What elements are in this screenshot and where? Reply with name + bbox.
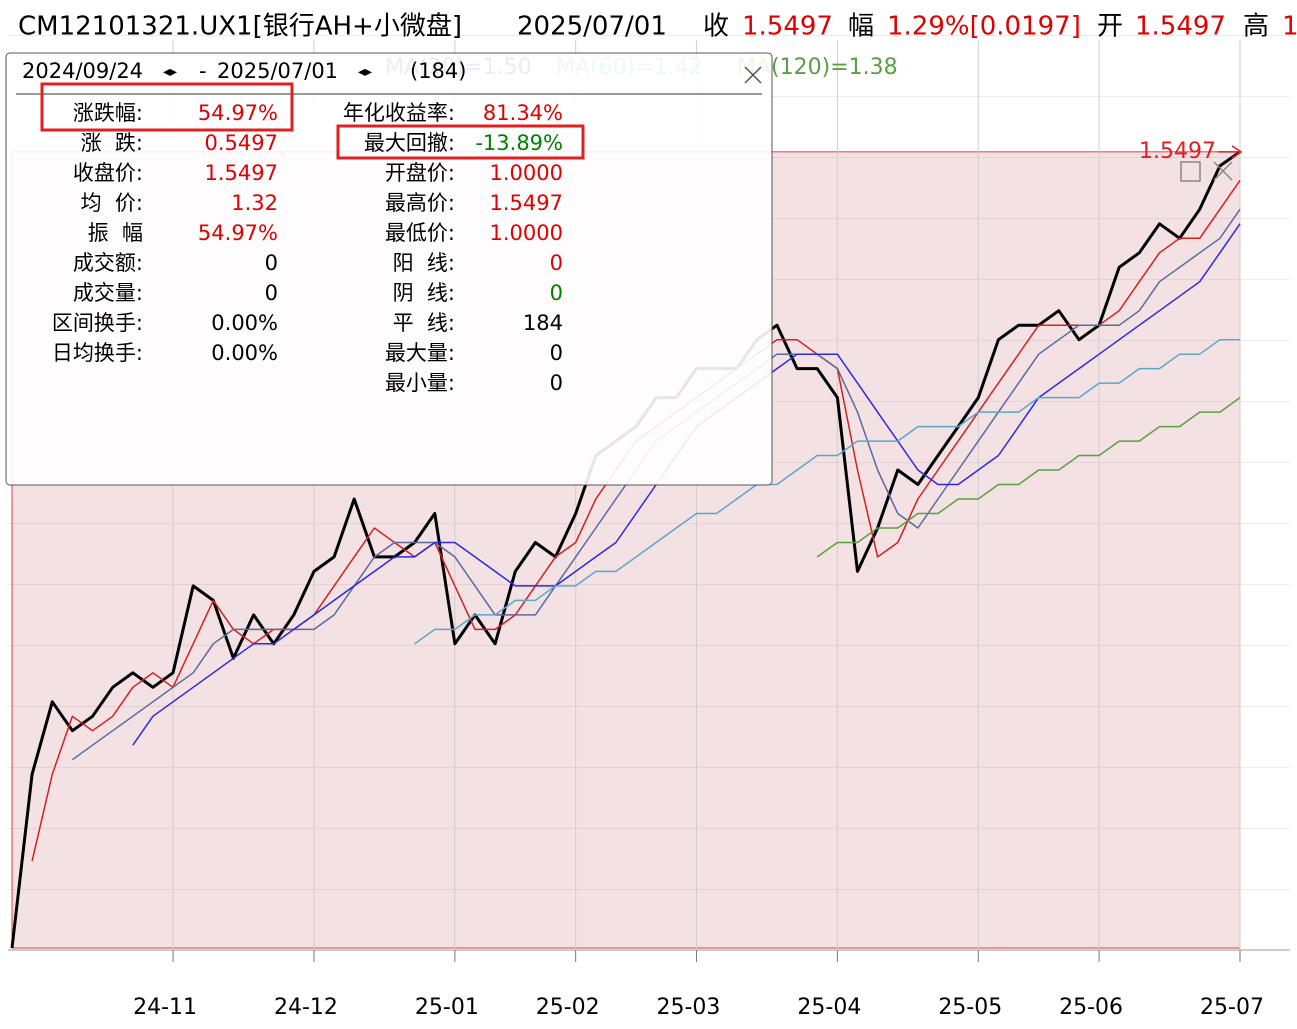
x-tick-label: 25-02	[536, 995, 600, 1020]
stat-value: 0	[550, 371, 563, 395]
stat-value: 0.00%	[211, 341, 278, 365]
stat-value: 1.0000	[490, 161, 563, 185]
stat-rows: 涨跌幅: 54.97% 涨 跌: 0.5497 收盘价: 1.5497 均 价: 1.32 振 …	[52, 101, 563, 395]
end-date: 2025/07/01	[217, 59, 338, 83]
field-value: 1.5497	[742, 12, 833, 42]
stat-label: 涨 跌:	[81, 131, 143, 155]
stat-label: 年化收益率:	[343, 101, 455, 125]
field-value: 1.5497	[1135, 12, 1226, 42]
stat-label: 最高价:	[385, 191, 455, 215]
date-stepper[interactable]: ◂▸	[163, 64, 177, 80]
date-stepper[interactable]: ◂▸	[358, 64, 372, 80]
range-high-label: 1.5497	[1139, 139, 1216, 164]
stat-value: 0	[550, 281, 563, 305]
instrument-code: CM12101321.UX1[银行AH+小微盘]	[18, 12, 462, 42]
stat-label: 开盘价:	[385, 161, 455, 185]
highlight-box	[336, 124, 585, 160]
stat-value: -13.89%	[475, 131, 563, 155]
stat-label: 日均换手:	[52, 341, 143, 365]
toolbar-icons[interactable]	[1180, 161, 1233, 182]
stat-label: 成交额:	[73, 251, 143, 275]
stat-label: 振 幅	[88, 221, 143, 245]
bar-count: (184)	[410, 59, 466, 83]
x-tick-label: 24-11	[133, 995, 197, 1020]
stat-value: 81.34%	[483, 101, 563, 125]
stat-label: 最低价:	[385, 221, 455, 245]
stat-label: 收盘价:	[73, 161, 143, 185]
stat-label: 涨跌幅:	[73, 101, 143, 125]
date-separator: -	[199, 59, 207, 83]
stat-label: 均 价:	[81, 191, 143, 215]
stat-value: 1.32	[231, 191, 278, 215]
x-tick-label: 25-03	[656, 995, 720, 1020]
stat-label: 区间换手:	[52, 311, 143, 335]
stat-label: 阳 线:	[393, 251, 455, 275]
field-label: 收	[703, 12, 729, 42]
start-date: 2024/09/24	[22, 59, 143, 83]
x-tick-label: 25-07	[1200, 995, 1264, 1020]
header-date: 2025/07/01	[517, 12, 667, 42]
stat-value: 0	[265, 281, 278, 305]
field-value: 1.29%[0.0197]	[887, 12, 1081, 42]
series-line	[414, 338, 1240, 645]
stat-value: 0.5497	[205, 131, 278, 155]
x-tick-label: 25-06	[1059, 995, 1123, 1020]
range-high-arrowhead	[1231, 145, 1243, 159]
stat-value: 1.5497	[205, 161, 278, 185]
stat-value: 0.00%	[211, 311, 278, 335]
stat-value: 1.0000	[490, 221, 563, 245]
x-tick-label: 25-05	[938, 995, 1002, 1020]
x-tick-label: 25-01	[415, 995, 479, 1020]
stat-label: 最小量:	[385, 371, 455, 395]
stat-value: 0	[550, 341, 563, 365]
x-tick-label: 24-12	[274, 995, 338, 1020]
stats-panel: 2024/09/24 ◂▸ - 2025/07/01 ◂▸ (184) 涨跌幅:…	[5, 52, 773, 486]
series-line	[816, 396, 1241, 558]
stat-label: 平 线:	[393, 311, 455, 335]
field-label: 幅	[848, 12, 874, 42]
stat-label: 最大量:	[385, 341, 455, 365]
highlight-box	[40, 82, 294, 132]
field-label: 高	[1243, 12, 1269, 42]
stat-value: 1.5497	[490, 191, 563, 215]
stat-value: 0	[550, 251, 563, 275]
stat-value: 54.97%	[198, 101, 278, 125]
stat-label: 成交量:	[73, 281, 143, 305]
stat-value: 184	[523, 311, 563, 335]
field-label: 开	[1097, 12, 1123, 42]
stat-label: 阴 线:	[393, 281, 455, 305]
header: CM12101321.UX1[银行AH+小微盘] 2025/07/01 收 1.5…	[18, 12, 1297, 42]
panel-box	[5, 52, 773, 486]
stat-value: 0	[265, 251, 278, 275]
stat-value: 54.97%	[198, 221, 278, 245]
field-value: 1	[1282, 12, 1297, 42]
stat-label: 最大回撤:	[364, 131, 455, 155]
x-tick-label: 25-04	[797, 995, 861, 1020]
close-button[interactable]	[744, 66, 762, 84]
